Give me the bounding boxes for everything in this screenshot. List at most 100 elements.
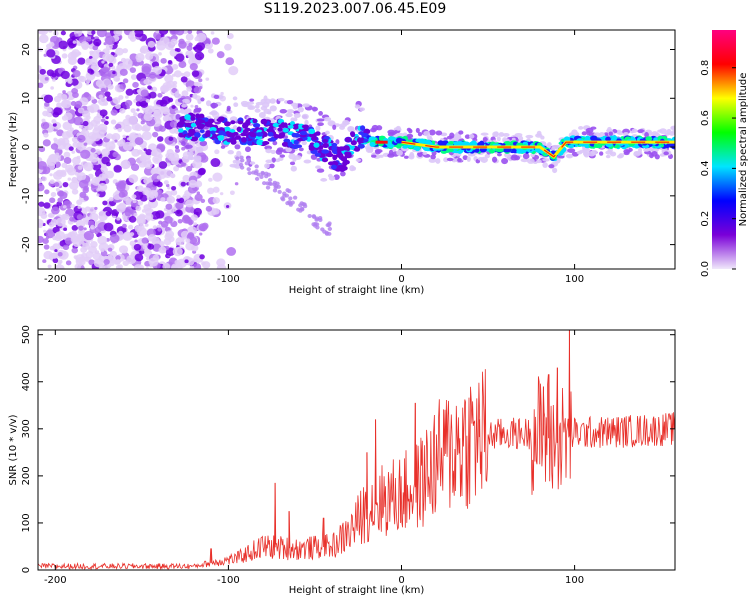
halo-cell (458, 130, 464, 135)
halo-cell (567, 148, 576, 153)
signal-cell (336, 152, 344, 159)
noise-cell (71, 247, 78, 254)
noise-cell (43, 229, 47, 233)
tail-cell (313, 221, 318, 226)
noise-cell (187, 232, 195, 239)
noise-cell (101, 156, 110, 165)
noise-cell (87, 68, 94, 74)
tail-cell (318, 217, 323, 222)
noise-cell (113, 30, 123, 37)
noise-cell (76, 155, 81, 160)
noise-cell (152, 66, 163, 75)
noise-cell (100, 87, 106, 93)
noise-cell (90, 63, 100, 72)
noise-cell (73, 116, 84, 126)
halo-cell (526, 158, 535, 164)
noise-cell (38, 160, 47, 170)
signal-cell (308, 128, 316, 135)
noise-cell (92, 252, 102, 261)
halo-cell (175, 114, 181, 120)
signal-cell (199, 119, 206, 124)
noise-cell (69, 181, 79, 190)
signal-cell (357, 144, 365, 149)
noise-cell (76, 199, 83, 206)
noise-cell (110, 119, 117, 125)
noise-cell (145, 72, 151, 78)
noise-cell (95, 120, 101, 125)
noise-cell (45, 229, 56, 239)
y-tick-label: 500 (21, 325, 32, 344)
noise-cell (130, 108, 136, 113)
colorbar-tick-label: 0.6 (700, 110, 711, 126)
noise-cell (186, 195, 190, 199)
noise-cell (102, 66, 109, 73)
noise-cell (84, 135, 95, 145)
noise-cell (133, 264, 143, 269)
noise-cell (42, 238, 49, 245)
noise-cell (123, 124, 132, 133)
x-tick-label: 0 (398, 274, 404, 285)
noise-cell (100, 248, 105, 253)
noise-cell (145, 149, 153, 156)
halo-cell (498, 132, 505, 137)
noise-cell (199, 154, 209, 163)
signal-cell (611, 135, 618, 141)
tail-cell (254, 164, 259, 169)
noise-cell (43, 202, 51, 209)
signal-cell (199, 129, 205, 134)
noise-cell (62, 244, 70, 251)
signal-cell (252, 123, 261, 128)
signal-cell (322, 143, 329, 149)
noise-cell (189, 63, 198, 71)
noise-cell (210, 158, 221, 168)
signal-cell (281, 141, 289, 147)
noise-cell (194, 193, 203, 202)
halo-cell (285, 112, 293, 118)
noise-cell (109, 256, 117, 264)
noise-cell (109, 234, 120, 243)
noise-cell (225, 57, 235, 66)
noise-cell (98, 94, 104, 99)
noise-cell (52, 78, 56, 82)
halo-cell (566, 154, 574, 159)
halo-cell (520, 158, 529, 163)
halo-cell (269, 163, 275, 169)
halo-cell (464, 134, 471, 139)
noise-cell (62, 213, 70, 221)
noise-cell (43, 94, 54, 104)
tail-cell (268, 181, 273, 186)
noise-cell (60, 30, 66, 36)
halo-cell (182, 98, 189, 103)
noise-cell (170, 38, 178, 46)
noise-cell (163, 180, 169, 185)
noise-cell (212, 186, 220, 193)
signal-cell (204, 132, 211, 138)
halo-cell (443, 157, 449, 163)
noise-cell (180, 181, 186, 187)
noise-cell (143, 148, 147, 152)
signal-cell (226, 138, 233, 143)
noise-cell (175, 201, 184, 210)
noise-cell (106, 96, 113, 102)
noise-cell (113, 75, 121, 82)
signal-cell (282, 127, 289, 133)
halo-cell (297, 106, 304, 113)
halo-cell (272, 140, 278, 146)
noise-cell (76, 174, 83, 181)
y-axis-label-group: Frequency (Hz) (8, 112, 19, 188)
halo-cell (340, 171, 346, 177)
noise-cell (171, 185, 177, 191)
noise-cell (101, 118, 106, 123)
noise-cell (167, 186, 171, 190)
halo-cell (605, 150, 613, 155)
signal-cell (225, 130, 231, 135)
noise-cell (147, 243, 155, 250)
tail-cell (277, 189, 282, 194)
noise-cell (141, 66, 151, 75)
noise-cell (201, 222, 209, 230)
noise-cell (145, 105, 155, 114)
noise-cell (176, 48, 181, 53)
halo-cell (355, 158, 362, 162)
halo-cell (254, 108, 261, 113)
